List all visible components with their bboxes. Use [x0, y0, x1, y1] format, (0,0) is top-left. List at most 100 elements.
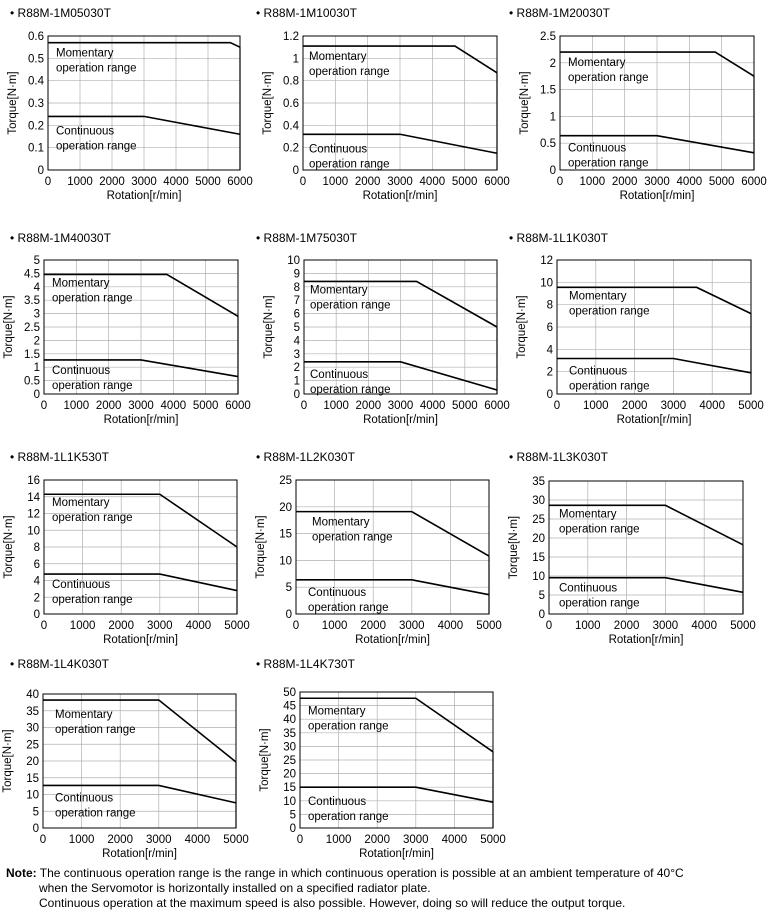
x-axis-label: Rotation[r/min] — [103, 634, 178, 646]
y-tick-label: 5 — [539, 590, 545, 602]
y-tick-label: 0 — [290, 823, 296, 835]
x-tick-label: 4000 — [185, 834, 211, 846]
momentary-range-label: Momentary — [56, 48, 114, 60]
y-tick-label: 4 — [34, 576, 41, 588]
y-tick-label: 35 — [283, 728, 296, 740]
x-tick-label: 3000 — [388, 400, 414, 412]
x-axis-label: Rotation[r/min] — [620, 190, 695, 202]
momentary-range-label: operation range — [559, 523, 640, 535]
x-tick-label: 5000 — [452, 176, 478, 188]
x-tick-label: 1000 — [64, 400, 90, 412]
y-tick-label: 0.2 — [283, 143, 299, 155]
x-tick-label: 0 — [554, 400, 560, 412]
y-tick-label: 40 — [283, 714, 296, 726]
y-tick-label: 25 — [26, 739, 39, 751]
continuous-range-label: operation range — [308, 811, 389, 823]
y-tick-label: 30 — [532, 495, 545, 507]
x-tick-label: 3000 — [644, 176, 670, 188]
y-axis-label: Torque[N·m] — [259, 728, 271, 791]
momentary-range-label: operation range — [52, 512, 133, 524]
continuous-range-label: Continuous — [55, 792, 113, 804]
continuous-range-line — [43, 784, 237, 804]
momentary-range-label: operation range — [568, 72, 649, 84]
x-tick-label: 2000 — [614, 620, 640, 632]
continuous-range-label: operation range — [52, 380, 133, 392]
y-tick-label: 2 — [547, 367, 553, 379]
y-tick-label: 0.5 — [540, 138, 556, 150]
x-tick-label: 4000 — [420, 400, 446, 412]
chart-title: • R88M-1L1K530T — [10, 450, 109, 464]
y-tick-label: 5 — [34, 255, 40, 267]
y-axis-label: Torque[N·m] — [2, 729, 14, 792]
momentary-range-line — [304, 280, 498, 328]
y-tick-label: 2 — [34, 335, 40, 347]
x-tick-label: 6000 — [227, 176, 253, 188]
momentary-range-label: operation range — [52, 292, 133, 304]
x-tick-label: 1000 — [575, 620, 601, 632]
continuous-range-label: operation range — [308, 602, 389, 614]
x-tick-label: 5000 — [223, 834, 249, 846]
y-tick-label: 0 — [294, 389, 300, 401]
continuous-range-label: operation range — [55, 807, 136, 819]
x-tick-label: 3000 — [147, 620, 173, 632]
continuous-range-label: Continuous — [52, 579, 110, 591]
y-tick-label: 0.8 — [283, 76, 299, 88]
y-tick-label: 6 — [547, 322, 553, 334]
momentary-range-line — [43, 699, 237, 763]
x-tick-label: 5000 — [738, 400, 764, 412]
x-tick-label: 3000 — [403, 834, 429, 846]
y-tick-label: 50 — [283, 687, 296, 699]
y-tick-label: 40 — [26, 689, 39, 701]
momentary-range-label: operation range — [312, 532, 393, 544]
x-tick-label: 2000 — [360, 620, 386, 632]
y-tick-label: 25 — [279, 475, 292, 487]
continuous-range-label: operation range — [568, 158, 649, 170]
chart-title: • R88M-1M40030T — [10, 231, 111, 245]
y-tick-label: 5 — [294, 322, 300, 334]
plot-frame — [47, 35, 241, 171]
plot-frame — [548, 480, 744, 615]
footnote-line-1: Note: The continuous operation range is … — [6, 866, 684, 880]
continuous-range-line — [44, 359, 239, 378]
x-tick-label: 5000 — [195, 176, 221, 188]
y-tick-label: 0 — [33, 823, 39, 835]
continuous-range-label: Continuous — [309, 143, 367, 155]
x-tick-label: 0 — [41, 400, 47, 412]
plot-frame — [42, 693, 237, 829]
x-tick-label: 6000 — [484, 176, 510, 188]
momentary-range-line — [560, 51, 755, 77]
y-tick-label: 5 — [33, 806, 39, 818]
y-tick-label: 10 — [540, 277, 553, 289]
y-tick-label: 30 — [26, 723, 39, 735]
plot-frame — [43, 259, 239, 395]
y-axis-label: Torque[N·m] — [263, 295, 275, 358]
footnote: Note: The continuous operation range is … — [6, 866, 776, 911]
x-axis-label: Rotation[r/min] — [104, 414, 179, 426]
y-tick-label: 20 — [532, 533, 545, 545]
momentary-range-line — [296, 510, 490, 557]
momentary-range-line — [557, 286, 752, 315]
x-tick-label: 3000 — [128, 400, 154, 412]
y-tick-label: 5 — [290, 809, 296, 821]
x-tick-label: 5000 — [730, 620, 756, 632]
x-tick-label: 5000 — [709, 176, 735, 188]
x-tick-label: 3000 — [653, 620, 679, 632]
momentary-range-line — [549, 504, 744, 546]
y-tick-label: 0 — [547, 389, 553, 401]
y-tick-label: 25 — [532, 514, 545, 526]
y-tick-label: 10 — [279, 555, 292, 567]
footnote-line-2: when the Servomotor is horizontally inst… — [39, 881, 431, 895]
y-tick-label: 45 — [283, 701, 296, 713]
y-axis-label: Torque[N·m] — [7, 71, 19, 134]
continuous-range-label: Continuous — [308, 587, 366, 599]
y-tick-label: 5 — [286, 582, 292, 594]
plot-frame — [556, 259, 752, 395]
y-tick-label: 3.5 — [24, 295, 40, 307]
y-axis-label: Torque[N·m] — [516, 295, 528, 358]
y-tick-label: 0.5 — [28, 53, 44, 65]
y-tick-label: 2.5 — [540, 31, 556, 43]
